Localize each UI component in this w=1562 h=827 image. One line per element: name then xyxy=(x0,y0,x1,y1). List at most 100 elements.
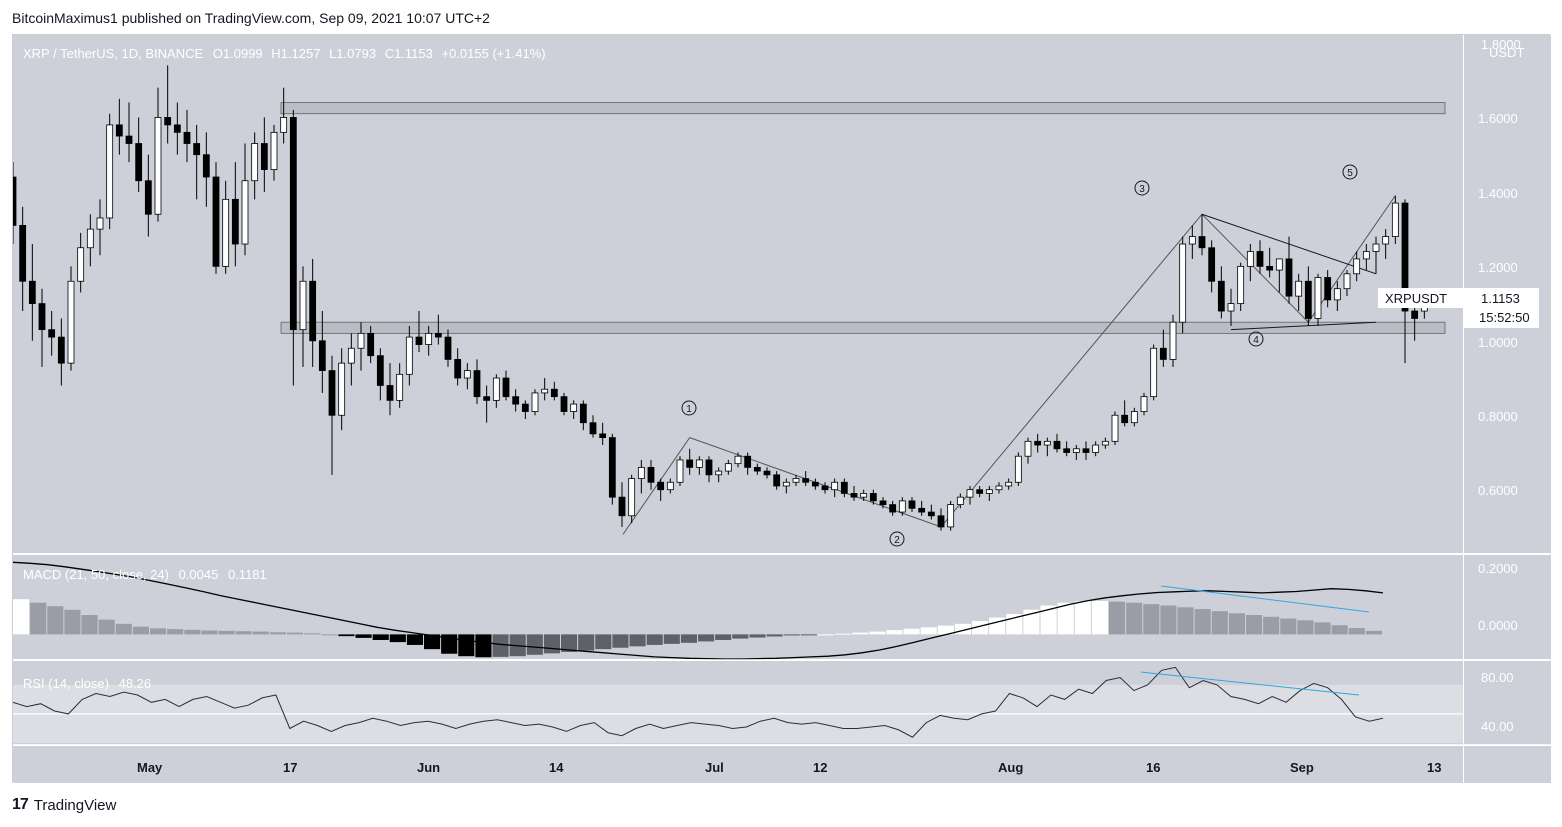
candle-body xyxy=(550,388,558,398)
candle-body xyxy=(869,493,877,502)
candle-body xyxy=(1256,251,1264,267)
rsi-tick-1: 80.00 xyxy=(1481,670,1514,685)
macd-histogram-bar xyxy=(1314,622,1331,635)
svg-text:5: 5 xyxy=(1347,168,1353,179)
candle-body xyxy=(695,459,703,468)
candle-body xyxy=(618,496,626,517)
candle-body xyxy=(570,403,578,412)
macd-legend: MACD (21, 50, close, 24) 0.0045 0.1181 xyxy=(23,567,267,582)
candle-body xyxy=(753,466,761,472)
svg-text:2: 2 xyxy=(894,535,900,546)
candle-body xyxy=(96,217,104,230)
price-tick-3: 1.2000 xyxy=(1478,260,1518,275)
macd-histogram-bar xyxy=(355,634,372,638)
macd-line xyxy=(13,561,1384,660)
candle-body xyxy=(299,280,307,331)
candle-body xyxy=(947,504,955,528)
price-tick-1: 1.6000 xyxy=(1478,111,1518,126)
macd-histogram-bar xyxy=(869,631,886,635)
candle-body xyxy=(608,437,616,498)
candle-body xyxy=(222,198,230,267)
macd-histogram-bar xyxy=(937,625,954,635)
candle-body xyxy=(1295,280,1303,297)
candle-body xyxy=(1246,251,1254,267)
candle-body xyxy=(357,332,365,349)
macd-histogram-bar xyxy=(1074,601,1091,635)
macd-histogram-bar xyxy=(629,634,646,647)
macd-tick-1: 0.2000 xyxy=(1478,561,1518,576)
price-tag-symbol-bg xyxy=(1378,288,1463,308)
date-label-14: 14 xyxy=(549,760,564,775)
candle-body xyxy=(425,332,433,345)
candle-body xyxy=(898,500,906,513)
chart-svg[interactable]: XRP / TetherUS, 1D, BINANCE O1.0999 H1.1… xyxy=(13,35,1551,783)
candle-body xyxy=(715,470,723,476)
wave-label-4: 4 xyxy=(1248,331,1264,347)
candle-body xyxy=(744,455,752,468)
candle-body xyxy=(657,481,665,491)
candle-body xyxy=(1005,481,1013,487)
candle-body xyxy=(850,493,858,498)
macd-histogram-bar xyxy=(1040,605,1057,635)
macd-histogram-bar xyxy=(424,634,441,650)
candle-body xyxy=(328,370,336,416)
svg-text:3: 3 xyxy=(1139,184,1145,195)
candle-body xyxy=(1101,440,1109,446)
candle-body xyxy=(483,396,491,401)
svg-text:4: 4 xyxy=(1253,335,1259,346)
candle-body xyxy=(48,329,56,338)
candle-body xyxy=(386,385,394,401)
candle-body xyxy=(1382,236,1390,245)
macd-histogram-bar xyxy=(1194,609,1211,635)
macd-histogram-bar xyxy=(732,634,749,639)
macd-histogram-bar xyxy=(304,633,321,635)
tradingview-footer[interactable]: 17 TradingView xyxy=(12,796,116,814)
candle-body xyxy=(1159,347,1167,360)
macd-histogram-bar xyxy=(150,628,167,635)
candle-body xyxy=(1169,321,1177,360)
publisher-header: BitcoinMaximus1 published on TradingView… xyxy=(12,10,490,26)
wave-label-3: 3 xyxy=(1134,180,1150,196)
chart-frame[interactable]: XRP / TetherUS, 1D, BINANCE O1.0999 H1.1… xyxy=(12,34,1551,783)
candle-body xyxy=(154,117,162,215)
macd-histogram-bar xyxy=(372,634,389,641)
candle-body xyxy=(106,124,114,219)
candle-body xyxy=(918,507,926,513)
candle-body xyxy=(1208,247,1216,282)
candle-body xyxy=(444,336,452,360)
macd-histogram-bar xyxy=(184,629,201,635)
date-axis-bg xyxy=(13,746,1463,783)
candle-body xyxy=(173,124,181,133)
macd-histogram-bar xyxy=(287,632,304,635)
candle-body xyxy=(1063,448,1071,453)
macd-tick-2: 0.0000 xyxy=(1478,618,1518,633)
candle-body xyxy=(1140,396,1148,412)
candle-body xyxy=(686,459,694,468)
candle-body xyxy=(937,515,945,528)
candle-body xyxy=(647,466,655,483)
macd-histogram-bar xyxy=(1109,601,1126,635)
resistance-zone-2 xyxy=(280,321,1446,334)
macd-histogram-bar xyxy=(47,606,64,635)
candle-body xyxy=(270,131,278,170)
candle-body xyxy=(802,478,810,483)
macd-histogram-bar xyxy=(1297,620,1314,635)
candle-body xyxy=(463,370,471,379)
macd-histogram-bar xyxy=(680,634,697,643)
legend-close: 1.1153 xyxy=(394,46,433,61)
macd-histogram-bar xyxy=(578,634,595,651)
candle-body xyxy=(67,280,75,364)
macd-histogram-bar xyxy=(954,623,971,635)
macd-histogram-bar xyxy=(235,631,252,635)
macd-label: MACD (21, 50, close, 24) xyxy=(23,567,169,582)
macd-histogram-bar xyxy=(749,634,766,638)
candle-body xyxy=(1024,440,1032,457)
macd-histogram-bar xyxy=(1091,600,1108,635)
date-label-jul: Jul xyxy=(705,760,724,775)
macd-histogram-bar xyxy=(30,602,47,635)
candle-body xyxy=(831,481,839,491)
candle-body xyxy=(309,280,317,342)
macd-pane-bg xyxy=(13,555,1463,659)
candle-body xyxy=(1188,236,1196,245)
date-label-13: 13 xyxy=(1427,760,1441,775)
